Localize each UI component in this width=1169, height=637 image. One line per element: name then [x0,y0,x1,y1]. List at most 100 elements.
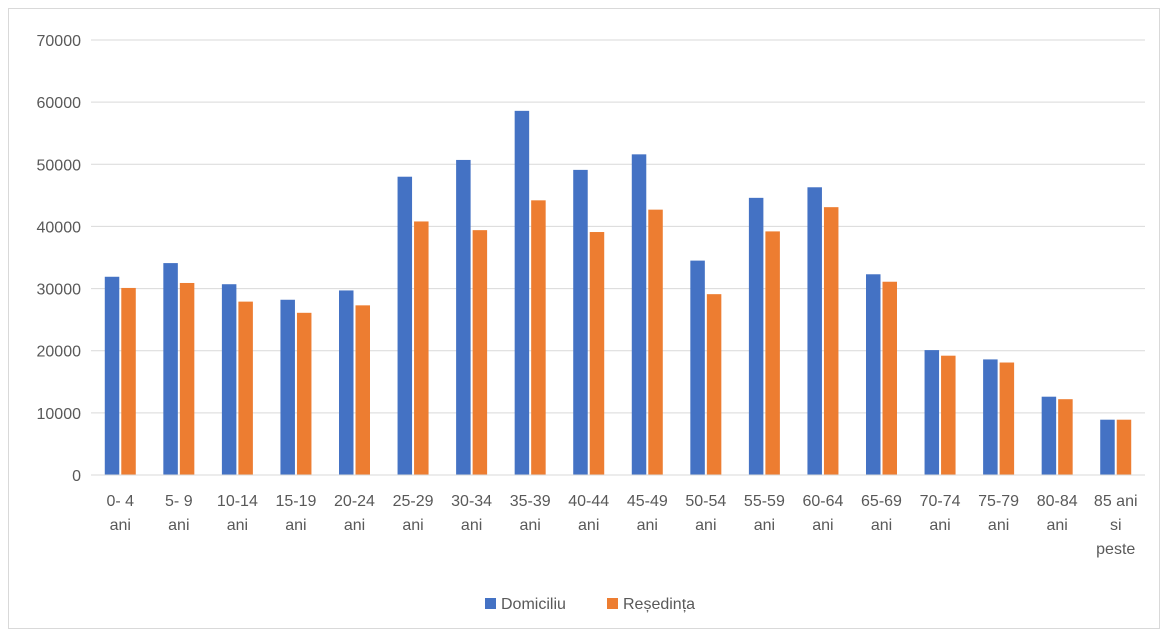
bar-re-edin-a-0 [121,287,136,475]
x-tick-label-line: ani [988,517,1009,534]
x-tick-label: 50-54 ani [685,493,726,534]
x-tick-label: 80-84 ani [1037,493,1078,534]
legend-swatch [607,598,618,609]
bar-domiciliu-3 [280,299,295,475]
x-tick-label: 70-74 ani [920,493,961,534]
x-tick-label: 5- 9 ani [165,493,193,534]
x-tick-label-line: ani [461,517,482,534]
bar-domiciliu-7 [514,110,530,475]
chart-area: 0 10000 20000 30000 40000 50000 60000 70000 0- … [8,8,1160,629]
bar-re-edin-a-14 [941,355,956,475]
x-tick-label-line: ani [110,517,131,534]
bar-re-edin-a-12 [823,207,839,475]
bar-domiciliu-12 [807,187,822,475]
x-tick-label-line: 85 ani [1094,493,1138,510]
x-tick-label-line: 70-74 [920,493,961,510]
bar-domiciliu-0 [104,276,120,475]
legend-swatch [485,598,496,609]
y-tick-label: 40000 [37,219,82,236]
bar-domiciliu-14 [924,350,940,475]
bar-domiciliu-2 [221,284,237,475]
x-tick-label: 20-24 ani [334,493,375,534]
x-tick-label-line: ani [754,517,775,534]
x-tick-label-line: 80-84 [1037,493,1078,510]
x-tick-label: 35-39 ani [510,493,551,534]
x-tick-label-line: 20-24 [334,493,375,510]
legend-label: Reședința [623,596,695,613]
x-tick-label-line: ani [285,517,306,534]
bar-domiciliu-11 [748,197,764,476]
x-tick-label-line: 75-79 [978,493,1019,510]
x-tick-label-line: 40-44 [568,493,609,510]
bar-domiciliu-8 [573,169,588,475]
y-axis-ticks: 0 10000 20000 30000 40000 50000 60000 70000 [37,33,82,485]
bar-domiciliu-10 [690,260,705,475]
x-tick-label-line: ani [871,517,892,534]
bar-re-edin-a-4 [355,305,370,475]
x-tick-label-line: 55-59 [744,493,785,510]
gridlines [91,39,1145,476]
x-tick-label-line: 35-39 [510,493,551,510]
bar-re-edin-a-8 [589,232,605,475]
y-tick-label: 50000 [37,157,82,174]
y-tick-label: 30000 [37,282,82,299]
bar-domiciliu-15 [983,359,998,475]
y-tick-label: 20000 [37,344,82,361]
bar-domiciliu-1 [163,263,178,475]
bar-domiciliu-6 [456,159,471,475]
bar-re-edin-a-9 [648,209,663,475]
bar-re-edin-a-13 [882,281,897,475]
x-tick-label-line: ani [168,517,189,534]
x-tick-label-line: ani [402,517,423,534]
x-tick-label-line: ani [637,517,658,534]
x-tick-label-line: ani [929,517,950,534]
bar-re-edin-a-3 [296,312,312,475]
x-tick-label-line: 45-49 [627,493,668,510]
x-tick-label: 30-34 ani [451,493,492,534]
bar-re-edin-a-16 [1058,399,1073,475]
x-tick-label-line: ani [344,517,365,534]
x-tick-label-line: si [1110,517,1122,534]
x-tick-label: 75-79 ani [978,493,1019,534]
x-tick-label: 60-64 ani [802,493,843,534]
bar-re-edin-a-2 [238,301,253,475]
x-tick-label-line: ani [1046,517,1067,534]
x-tick-label: 45-49 ani [627,493,668,534]
x-tick-label: 65-69 ani [861,493,902,534]
y-tick-label: 10000 [37,406,82,423]
bar-domiciliu-13 [866,274,881,475]
x-tick-label-line: 60-64 [802,493,843,510]
x-tick-label-line: ani [812,517,833,534]
x-tick-label: 15-19 ani [275,493,316,534]
bar-re-edin-a-6 [472,230,488,475]
bar-chart: 0 10000 20000 30000 40000 50000 60000 70000 0- … [37,33,1145,613]
y-tick-label: 60000 [37,95,82,112]
x-tick-label: 40-44 ani [568,493,609,534]
bar-domiciliu-17 [1100,419,1115,475]
legend: Domiciliu Reședința [485,596,695,613]
x-tick-label-line: 30-34 [451,493,492,510]
bar-re-edin-a-7 [531,200,546,476]
x-tick-label-line: ani [578,517,599,534]
bar-domiciliu-5 [397,176,413,475]
x-tick-label-line: ani [695,517,716,534]
x-tick-label-line: ani [227,517,248,534]
x-tick-label-line: 50-54 [685,493,726,510]
y-tick-label: 0 [72,468,81,485]
bar-domiciliu-16 [1041,396,1057,475]
x-tick-label: 0- 4 ani [106,493,134,534]
bar-re-edin-a-5 [414,221,429,475]
x-tick-label-line: 65-69 [861,493,902,510]
x-tick-label-line: 5- 9 [165,493,193,510]
x-tick-label-line: ani [519,517,540,534]
bar-re-edin-a-15 [999,362,1015,475]
bar-re-edin-a-17 [1116,419,1132,475]
bar-re-edin-a-11 [765,231,780,475]
bar-domiciliu-9 [631,154,647,476]
x-tick-label-line: 0- 4 [106,493,134,510]
x-tick-label: 85 ani si peste [1094,493,1138,558]
bar-re-edin-a-1 [179,282,195,475]
bar-re-edin-a-10 [706,294,722,475]
y-tick-label: 70000 [37,33,82,50]
